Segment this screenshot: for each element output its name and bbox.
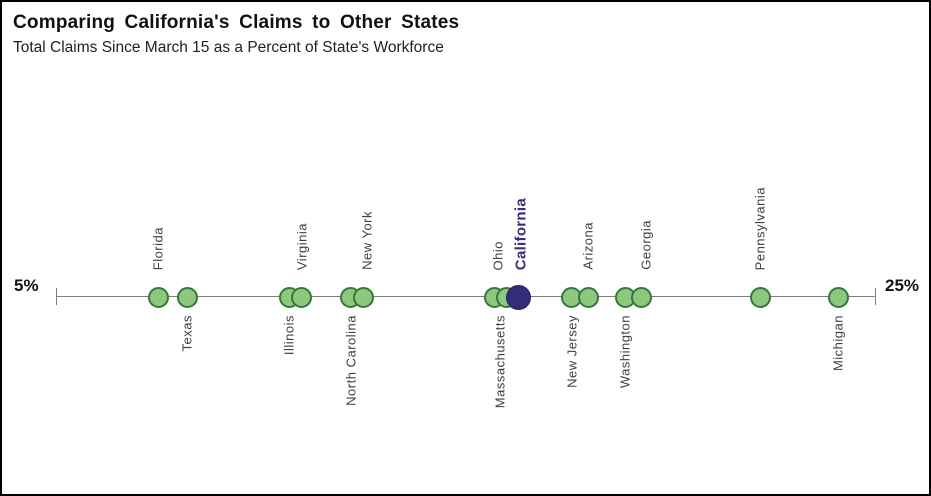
axis-min-label: 5% — [14, 276, 39, 295]
label-florida: Florida — [150, 226, 166, 270]
label-new-jersey: New Jersey — [564, 315, 580, 388]
label-ohio: Ohio — [490, 240, 506, 270]
axis-tick-min — [56, 288, 57, 305]
label-arizona: Arizona — [580, 222, 596, 270]
dot-pennsylvania — [749, 286, 771, 308]
axis-tick-max — [875, 288, 876, 305]
dot-texas — [176, 286, 198, 308]
label-north-carolina: North Carolina — [343, 315, 359, 406]
label-california: California — [512, 197, 530, 270]
chart-title: Comparing California's Claims to Other S… — [13, 12, 460, 33]
dot-virginia — [291, 286, 313, 308]
dot-arizona — [577, 286, 599, 308]
dot-michigan — [827, 286, 849, 308]
label-washington: Washington — [617, 315, 633, 389]
axis-max-label: 25% — [885, 276, 920, 295]
label-illinois: Illinois — [281, 315, 297, 356]
dot-new-york — [352, 286, 374, 308]
x-axis-line — [56, 296, 875, 297]
dot-california — [506, 284, 532, 310]
label-new-york: New York — [359, 211, 375, 270]
label-massachusetts: Massachusetts — [492, 315, 508, 409]
label-virginia: Virginia — [294, 222, 310, 270]
label-texas: Texas — [179, 315, 195, 352]
label-michigan: Michigan — [830, 315, 846, 372]
label-pennsylvania: Pennsylvania — [752, 186, 768, 270]
chart-subtitle: Total Claims Since March 15 as a Percent… — [13, 39, 444, 56]
label-georgia: Georgia — [638, 220, 654, 270]
dot-florida — [147, 286, 169, 308]
dot-georgia — [631, 286, 653, 308]
